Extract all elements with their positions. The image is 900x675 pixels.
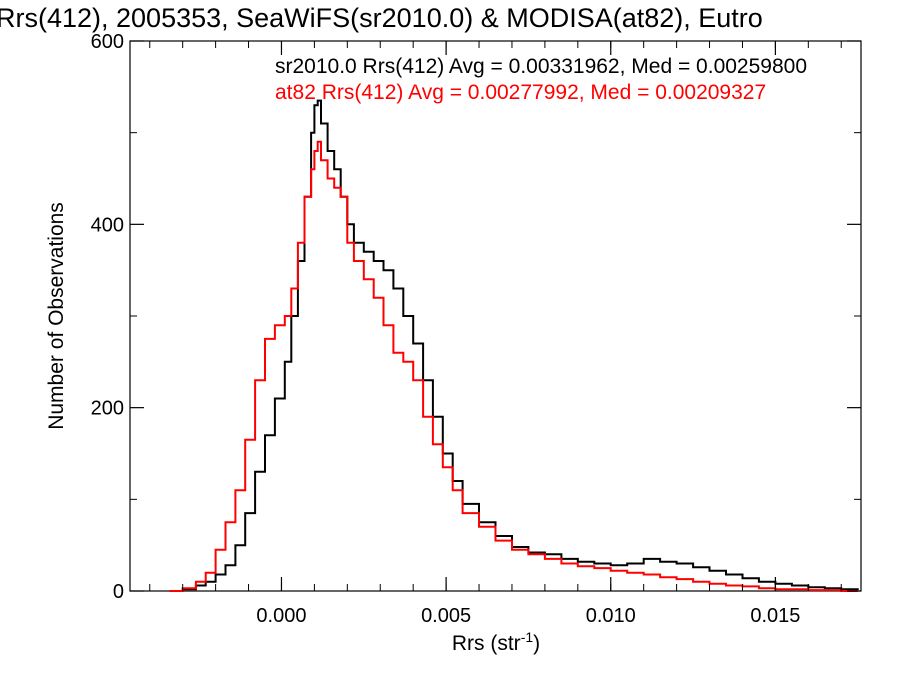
y-tick-label: 400 bbox=[91, 214, 124, 236]
legend-entry-sr2010: sr2010.0 Rrs(412) Avg = 0.00331962, Med … bbox=[275, 55, 807, 78]
x-tick-label: 0.015 bbox=[750, 605, 800, 627]
x-tick-label: 0.000 bbox=[256, 605, 306, 627]
series-line-sr2010 bbox=[169, 99, 859, 592]
x-tick-label: 0.010 bbox=[586, 605, 636, 627]
plot-frame bbox=[129, 40, 862, 592]
legend-entry-at82: at82 Rrs(412) Avg = 0.00277992, Med = 0.… bbox=[275, 81, 766, 104]
x-axis-label-main: Rrs (str bbox=[452, 632, 521, 655]
series-line-at82 bbox=[169, 140, 858, 592]
x-axis-label: Rrs (str-1) bbox=[452, 629, 540, 655]
plot-area: 0.000 0.005 0.010 0.015 0 200 400 600 bbox=[91, 31, 862, 627]
x-tick-label: 0.005 bbox=[421, 605, 471, 627]
x-axis-label-end: ) bbox=[533, 632, 540, 655]
y-tick-label: 600 bbox=[91, 31, 124, 53]
ticks-layer: 0.000 0.005 0.010 0.015 0 200 400 600 bbox=[91, 31, 861, 627]
x-axis-label-superscript: -1 bbox=[521, 629, 534, 645]
chart-title: Rrs(412), 2005353, SeaWiFS(sr2010.0) & M… bbox=[0, 3, 763, 33]
y-tick-label: 200 bbox=[91, 398, 124, 420]
y-axis-label: Number of Observations bbox=[45, 202, 68, 430]
series-layer bbox=[169, 99, 859, 592]
y-tick-label: 0 bbox=[113, 581, 124, 603]
